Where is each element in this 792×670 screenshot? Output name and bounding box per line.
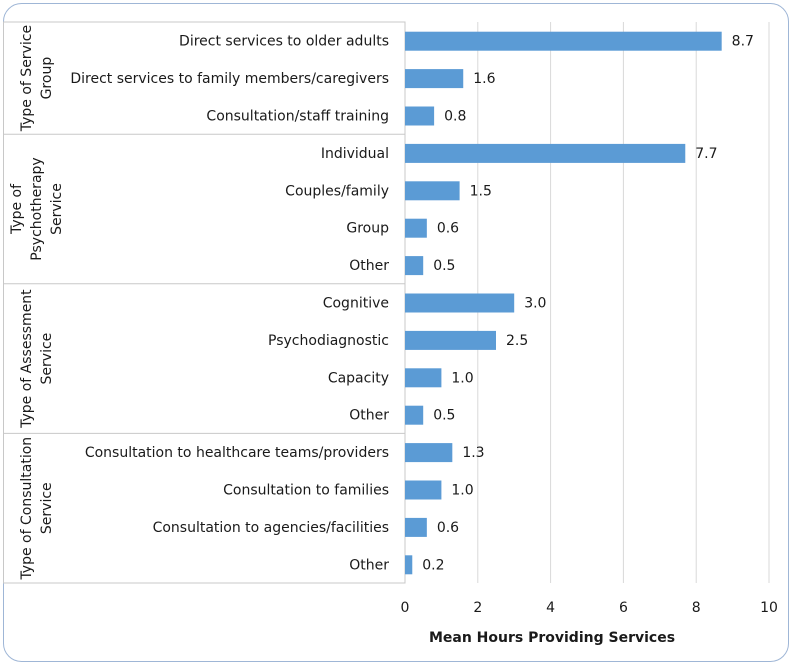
bar — [405, 293, 515, 313]
group-label: Group — [39, 57, 55, 100]
x-tick-label: 0 — [401, 600, 410, 616]
category-label: Consultation to agencies/facilities — [153, 520, 389, 536]
bar — [405, 517, 427, 537]
category-label: Direct services to family members/caregi… — [70, 71, 389, 87]
bar — [405, 480, 442, 500]
bar — [405, 443, 453, 463]
data-label: 3.0 — [524, 296, 546, 312]
data-label: 1.0 — [451, 483, 473, 499]
category-label: Couples/family — [285, 183, 389, 199]
data-label: 1.6 — [473, 71, 495, 87]
x-tick-label: 2 — [473, 600, 482, 616]
data-label: 1.0 — [451, 370, 473, 386]
bar — [405, 106, 435, 126]
data-label: 1.3 — [462, 445, 484, 461]
data-label: 0.8 — [444, 109, 466, 125]
data-label: 8.7 — [732, 34, 754, 50]
data-label: 0.6 — [437, 221, 459, 237]
category-label: Individual — [321, 146, 389, 162]
category-label: Other — [349, 258, 389, 274]
group-label: Service — [39, 482, 55, 534]
group-label: Type of Service — [19, 25, 35, 132]
group-label: Psychotherapy — [29, 157, 45, 260]
chart-frame — [3, 3, 789, 662]
group-label: Type of — [9, 183, 25, 235]
data-label: 0.5 — [433, 408, 455, 424]
bar — [405, 256, 424, 276]
data-label: 1.5 — [470, 183, 492, 199]
category-label: Consultation to families — [223, 483, 389, 499]
category-label: Cognitive — [323, 296, 389, 312]
bar — [405, 330, 496, 350]
data-label: 7.7 — [695, 146, 717, 162]
bar — [405, 181, 460, 201]
category-label: Other — [349, 408, 389, 424]
data-label: 2.5 — [506, 333, 528, 349]
group-label: Service — [49, 183, 65, 235]
group-label: Service — [39, 333, 55, 385]
bar — [405, 555, 413, 575]
category-label: Psychodiagnostic — [268, 333, 389, 349]
group-label: Type of Consultation — [19, 437, 35, 581]
category-label: Consultation/staff training — [206, 109, 389, 125]
bar — [405, 405, 424, 425]
group-label: Type of Assessment — [19, 289, 35, 429]
data-label: 0.5 — [433, 258, 455, 274]
x-tick-label: 10 — [760, 600, 778, 616]
x-axis-title: Mean Hours Providing Services — [429, 630, 675, 646]
data-label: 0.6 — [437, 520, 459, 536]
category-label: Capacity — [328, 370, 389, 386]
x-tick-label: 6 — [619, 600, 628, 616]
bar — [405, 218, 427, 238]
category-label: Other — [349, 557, 389, 573]
bar — [405, 368, 442, 388]
category-label: Consultation to healthcare teams/provide… — [85, 445, 389, 461]
category-label: Direct services to older adults — [179, 34, 389, 50]
bar — [405, 69, 464, 89]
bar — [405, 143, 686, 163]
x-tick-label: 4 — [546, 600, 555, 616]
x-tick-label: 8 — [692, 600, 701, 616]
data-label: 0.2 — [422, 557, 444, 573]
category-label: Group — [346, 221, 389, 237]
bar — [405, 31, 722, 51]
